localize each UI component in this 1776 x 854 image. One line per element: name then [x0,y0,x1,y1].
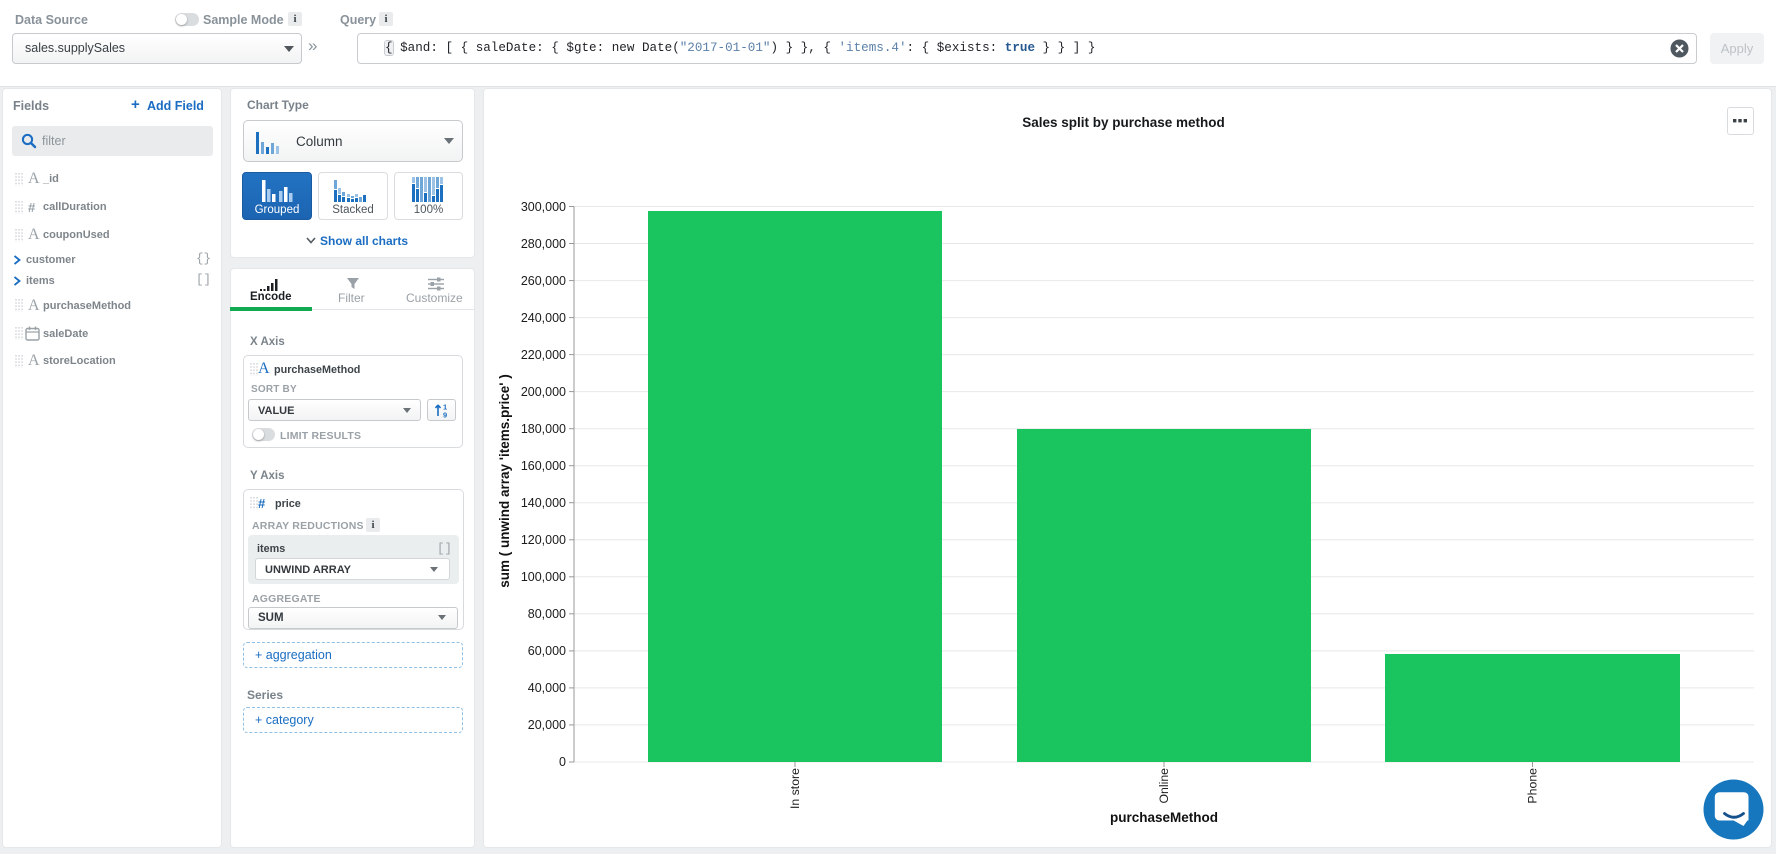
svg-text:20,000: 20,000 [528,718,566,732]
svg-text:40,000: 40,000 [528,681,566,695]
svg-text:200,000: 200,000 [521,385,566,399]
svg-text:300,000: 300,000 [521,200,566,214]
svg-text:280,000: 280,000 [521,237,566,251]
svg-text:purchaseMethod: purchaseMethod [1110,810,1218,825]
svg-text:120,000: 120,000 [521,533,566,547]
svg-text:260,000: 260,000 [521,274,566,288]
svg-text:0: 0 [559,755,566,769]
svg-text:140,000: 140,000 [521,496,566,510]
svg-text:180,000: 180,000 [521,422,566,436]
svg-text:240,000: 240,000 [521,311,566,325]
svg-text:In store: In store [788,768,802,809]
svg-text:Phone: Phone [1526,768,1540,804]
svg-text:100,000: 100,000 [521,570,566,584]
svg-text:1: 1 [443,403,447,412]
svg-text:9: 9 [443,411,447,419]
svg-text:220,000: 220,000 [521,348,566,362]
svg-text:60,000: 60,000 [528,644,566,658]
svg-text:Online: Online [1157,768,1171,804]
svg-text:80,000: 80,000 [528,607,566,621]
svg-text:sum ( unwind array 'items.pric: sum ( unwind array 'items.price' ) [497,374,512,587]
svg-text:160,000: 160,000 [521,459,566,473]
